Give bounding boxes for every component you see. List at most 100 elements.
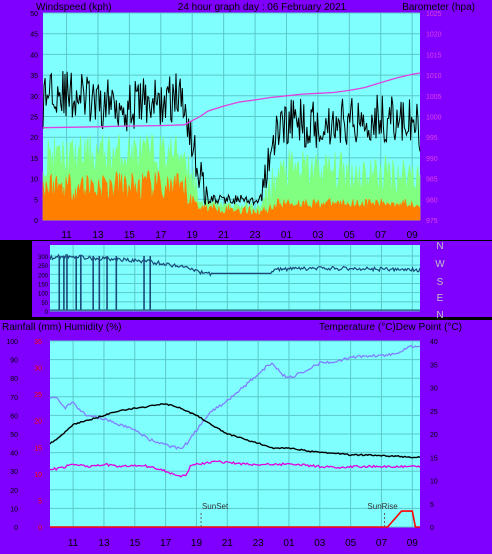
time-tick-label: 21 [218, 230, 230, 241]
temperature-series-line [49, 403, 421, 459]
rainfall-tick-label: 25 [34, 392, 42, 399]
compass-label: W [435, 259, 445, 270]
temperature-tick-label: 15 [430, 455, 438, 462]
time-tick-label: 07 [376, 538, 388, 549]
humidity-tick-label: 40 [10, 451, 18, 458]
temperature-tick-label: 35 [430, 362, 438, 369]
barometer-tick-label: 975 [426, 218, 438, 225]
time-tick-label: 21 [222, 538, 234, 549]
barometer-tick-label: 1015 [426, 52, 442, 59]
temperature-tick-label: 20 [430, 432, 438, 439]
temperature-tick-label: 10 [430, 479, 438, 486]
time-tick-label: 19 [191, 538, 203, 549]
time-tick-label: 17 [155, 230, 167, 241]
graph-title: 24 hour graph day : 06 February 2021 [178, 2, 347, 13]
time-tick-label: 13 [98, 538, 110, 549]
rainfall-tick-label: 0 [38, 525, 42, 532]
humidity-tick-label: 50 [10, 432, 18, 439]
direction-tick-label: 100 [38, 292, 49, 298]
direction-tick-label: 250 [38, 264, 49, 270]
windspeed-tick-label: 45 [30, 32, 38, 39]
time-tick-label: 11 [68, 538, 79, 549]
humidity-tick-label: 100 [6, 339, 18, 346]
windspeed-tick-label: 40 [30, 52, 38, 59]
rain-humidity-label: Rainfall (mm) Humidity (%) [2, 322, 121, 333]
time-tick-label: 07 [375, 230, 387, 241]
wind-direction-line [49, 253, 421, 277]
compass-label: N [436, 241, 443, 252]
windspeed-tick-label: 30 [30, 94, 38, 101]
humidity-tick-label: 70 [10, 395, 18, 402]
barometer-axis-title: Barometer (hpa) [402, 2, 475, 13]
gust-series-line [42, 71, 421, 207]
dewpoint-series-line [49, 460, 421, 478]
temperature-tick-label: 25 [430, 409, 438, 416]
barometer-tick-label: 1020 [426, 32, 442, 39]
direction-tick-label: 50 [41, 301, 48, 307]
time-tick-label: 05 [344, 230, 356, 241]
time-tick-label: 15 [129, 538, 141, 549]
time-tick-label: 23 [250, 230, 262, 241]
barometer-tick-label: 995 [426, 135, 438, 142]
windspeed-tick-label: 0 [34, 218, 38, 225]
barometer-tick-label: 1005 [426, 94, 442, 101]
rainfall-tick-label: 15 [34, 445, 42, 452]
humidity-tick-label: 60 [10, 413, 18, 420]
sunrise-label: SunRise [367, 502, 398, 511]
humidity-tick-label: 80 [10, 376, 18, 383]
windspeed-tick-label: 35 [30, 73, 38, 80]
temperature-tick-label: 40 [430, 339, 438, 346]
barometer-tick-label: 1010 [426, 73, 442, 80]
low-wind-area [42, 170, 421, 221]
barometer-tick-label: 980 [426, 197, 438, 204]
windspeed-tick-label: 20 [30, 135, 38, 142]
time-tick-label: 19 [187, 230, 199, 241]
windspeed-tick-label: 10 [30, 177, 38, 184]
humidity-tick-label: 90 [10, 358, 18, 365]
rainfall-tick-label: 20 [34, 419, 42, 426]
time-tick-label: 17 [160, 538, 172, 549]
humidity-tick-label: 20 [10, 488, 18, 495]
rainfall-tick-label: 10 [34, 472, 42, 479]
temperature-tick-label: 0 [430, 525, 434, 532]
rainfall-tick-label: 35 [34, 339, 42, 346]
humidity-tick-label: 0 [14, 525, 18, 532]
compass-label: S [437, 277, 444, 288]
time-tick-label: 13 [92, 230, 104, 241]
time-tick-label: 09 [407, 538, 419, 549]
windspeed-tick-label: 50 [30, 11, 38, 18]
rainfall-tick-label: 5 [38, 498, 42, 505]
time-tick-label: 05 [345, 538, 357, 549]
time-tick-label: 03 [314, 538, 326, 549]
direction-plot-area [50, 245, 420, 311]
humidity-tick-label: 30 [10, 469, 18, 476]
rainfall-series-line [50, 510, 420, 528]
barometer-tick-label: 1000 [426, 115, 442, 122]
direction-tick-label: 200 [38, 273, 49, 279]
temperature-tick-label: 30 [430, 386, 438, 393]
time-tick-label: 01 [281, 230, 293, 241]
direction-tick-label: 150 [38, 283, 49, 289]
barometer-tick-label: 990 [426, 156, 438, 163]
barometer-tick-label: 1025 [426, 11, 442, 18]
compass-label: E [437, 293, 444, 304]
barometer-tick-label: 985 [426, 177, 438, 184]
humidity-series-line [49, 344, 421, 451]
compass-label: N [436, 310, 443, 321]
direction-tick-label: 300 [38, 255, 49, 261]
temperature-tick-label: 5 [430, 502, 434, 509]
barometer-series-line [42, 72, 421, 129]
time-tick-label: 11 [61, 230, 72, 241]
sunset-label: SunSet [202, 502, 229, 511]
humidity-tick-label: 10 [10, 506, 18, 513]
rainfall-tick-label: 30 [34, 366, 42, 373]
time-tick-label: 15 [124, 230, 136, 241]
time-tick-label: 01 [283, 538, 295, 549]
windspeed-tick-label: 25 [30, 115, 38, 122]
direction-tick-label: 0 [45, 310, 49, 316]
time-tick-label: 09 [407, 230, 419, 241]
temp-dewpoint-label: Temperature (°C)Dew Point (°C) [319, 322, 462, 333]
